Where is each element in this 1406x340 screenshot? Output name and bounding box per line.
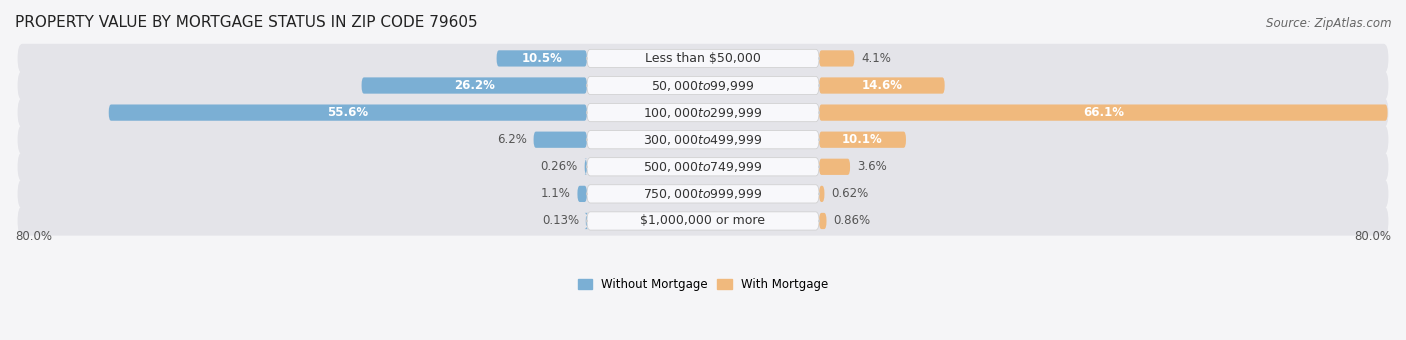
FancyBboxPatch shape: [820, 132, 905, 148]
Text: 26.2%: 26.2%: [454, 79, 495, 92]
FancyBboxPatch shape: [820, 104, 1388, 121]
FancyBboxPatch shape: [820, 213, 827, 229]
FancyBboxPatch shape: [820, 50, 855, 67]
FancyBboxPatch shape: [18, 206, 1388, 236]
Text: Source: ZipAtlas.com: Source: ZipAtlas.com: [1267, 17, 1392, 30]
FancyBboxPatch shape: [585, 159, 588, 175]
Text: 55.6%: 55.6%: [328, 106, 368, 119]
FancyBboxPatch shape: [586, 76, 820, 95]
Text: Less than $50,000: Less than $50,000: [645, 52, 761, 65]
Text: 0.13%: 0.13%: [541, 215, 579, 227]
FancyBboxPatch shape: [18, 179, 1388, 208]
Text: $750,000 to $999,999: $750,000 to $999,999: [644, 187, 762, 201]
Text: 1.1%: 1.1%: [541, 187, 571, 200]
Text: 66.1%: 66.1%: [1083, 106, 1123, 119]
FancyBboxPatch shape: [820, 186, 824, 202]
Text: 14.6%: 14.6%: [862, 79, 903, 92]
Text: $500,000 to $749,999: $500,000 to $749,999: [644, 160, 762, 174]
Text: 0.86%: 0.86%: [834, 215, 870, 227]
Text: $50,000 to $99,999: $50,000 to $99,999: [651, 79, 755, 92]
FancyBboxPatch shape: [496, 50, 586, 67]
Text: $100,000 to $299,999: $100,000 to $299,999: [644, 106, 762, 120]
FancyBboxPatch shape: [586, 49, 820, 68]
FancyBboxPatch shape: [534, 132, 586, 148]
FancyBboxPatch shape: [586, 131, 820, 149]
FancyBboxPatch shape: [18, 152, 1388, 182]
Text: $300,000 to $499,999: $300,000 to $499,999: [644, 133, 762, 147]
FancyBboxPatch shape: [18, 44, 1388, 73]
FancyBboxPatch shape: [820, 159, 851, 175]
Legend: Without Mortgage, With Mortgage: Without Mortgage, With Mortgage: [574, 273, 832, 296]
FancyBboxPatch shape: [18, 71, 1388, 100]
FancyBboxPatch shape: [586, 185, 820, 203]
FancyBboxPatch shape: [578, 186, 586, 202]
Text: 0.26%: 0.26%: [540, 160, 578, 173]
FancyBboxPatch shape: [586, 212, 820, 230]
Text: $1,000,000 or more: $1,000,000 or more: [641, 215, 765, 227]
FancyBboxPatch shape: [108, 104, 586, 121]
Text: 10.1%: 10.1%: [842, 133, 883, 146]
FancyBboxPatch shape: [18, 125, 1388, 154]
FancyBboxPatch shape: [586, 158, 820, 176]
FancyBboxPatch shape: [18, 98, 1388, 127]
Text: 80.0%: 80.0%: [15, 230, 52, 243]
Text: 10.5%: 10.5%: [522, 52, 562, 65]
Text: PROPERTY VALUE BY MORTGAGE STATUS IN ZIP CODE 79605: PROPERTY VALUE BY MORTGAGE STATUS IN ZIP…: [15, 15, 478, 30]
Text: 0.62%: 0.62%: [831, 187, 869, 200]
Text: 6.2%: 6.2%: [496, 133, 527, 146]
FancyBboxPatch shape: [820, 78, 945, 94]
Text: 80.0%: 80.0%: [1354, 230, 1391, 243]
Text: 3.6%: 3.6%: [856, 160, 887, 173]
FancyBboxPatch shape: [586, 103, 820, 122]
FancyBboxPatch shape: [361, 78, 586, 94]
FancyBboxPatch shape: [585, 213, 588, 229]
Text: 4.1%: 4.1%: [862, 52, 891, 65]
